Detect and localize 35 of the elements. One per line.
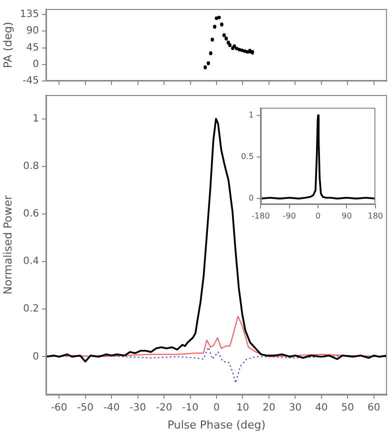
y-tick-label: 0.6 <box>23 208 39 220</box>
x-tick-label: 90 <box>342 211 352 220</box>
x-tick-label: -90 <box>282 211 296 220</box>
x-tick-label: 50 <box>341 402 354 414</box>
x-tick-label: 0 <box>213 402 220 414</box>
x-tick-label: -20 <box>156 402 172 414</box>
x-tick-label: 40 <box>315 402 328 414</box>
x-tick-label: -40 <box>103 402 120 414</box>
y-tick-label: 0 <box>32 351 39 362</box>
y-tick-label: 0.8 <box>23 160 39 172</box>
x-tick-label: -50 <box>77 402 94 414</box>
x-tick-label: -10 <box>182 402 198 414</box>
x-tick-label: -60 <box>50 402 68 414</box>
x-tick-label: 30 <box>288 402 302 414</box>
x-tick-label: 10 <box>236 402 250 414</box>
y-tick-label: 0.5 <box>240 152 254 162</box>
x-tick-label: 60 <box>368 402 380 414</box>
x-tick-label: 20 <box>262 402 276 414</box>
y-tick-label: 90 <box>26 26 39 37</box>
y-tick-label: 0 <box>248 194 254 203</box>
x-tick-label: -180 <box>252 211 270 220</box>
y-tick-label: 45 <box>26 42 39 54</box>
y-tick-label: 0.4 <box>23 256 39 268</box>
x-tick-label: 180 <box>368 211 384 220</box>
y-axis-title: PA (deg) <box>1 22 14 68</box>
x-axis-title: Pulse Phase (deg) <box>167 418 266 432</box>
y-tick-label: 0.2 <box>23 304 39 315</box>
y-tick-label: 1 <box>32 113 39 124</box>
x-tick-label: -30 <box>130 402 146 414</box>
y-tick-label: 135 <box>20 9 39 20</box>
y-tick-label: 1 <box>248 110 254 120</box>
y-axis-title: Normalised Power <box>1 194 14 294</box>
y-tick-label: 0 <box>32 58 39 70</box>
y-tick-label: -45 <box>22 76 39 87</box>
x-tick-label: 0 <box>315 211 321 220</box>
